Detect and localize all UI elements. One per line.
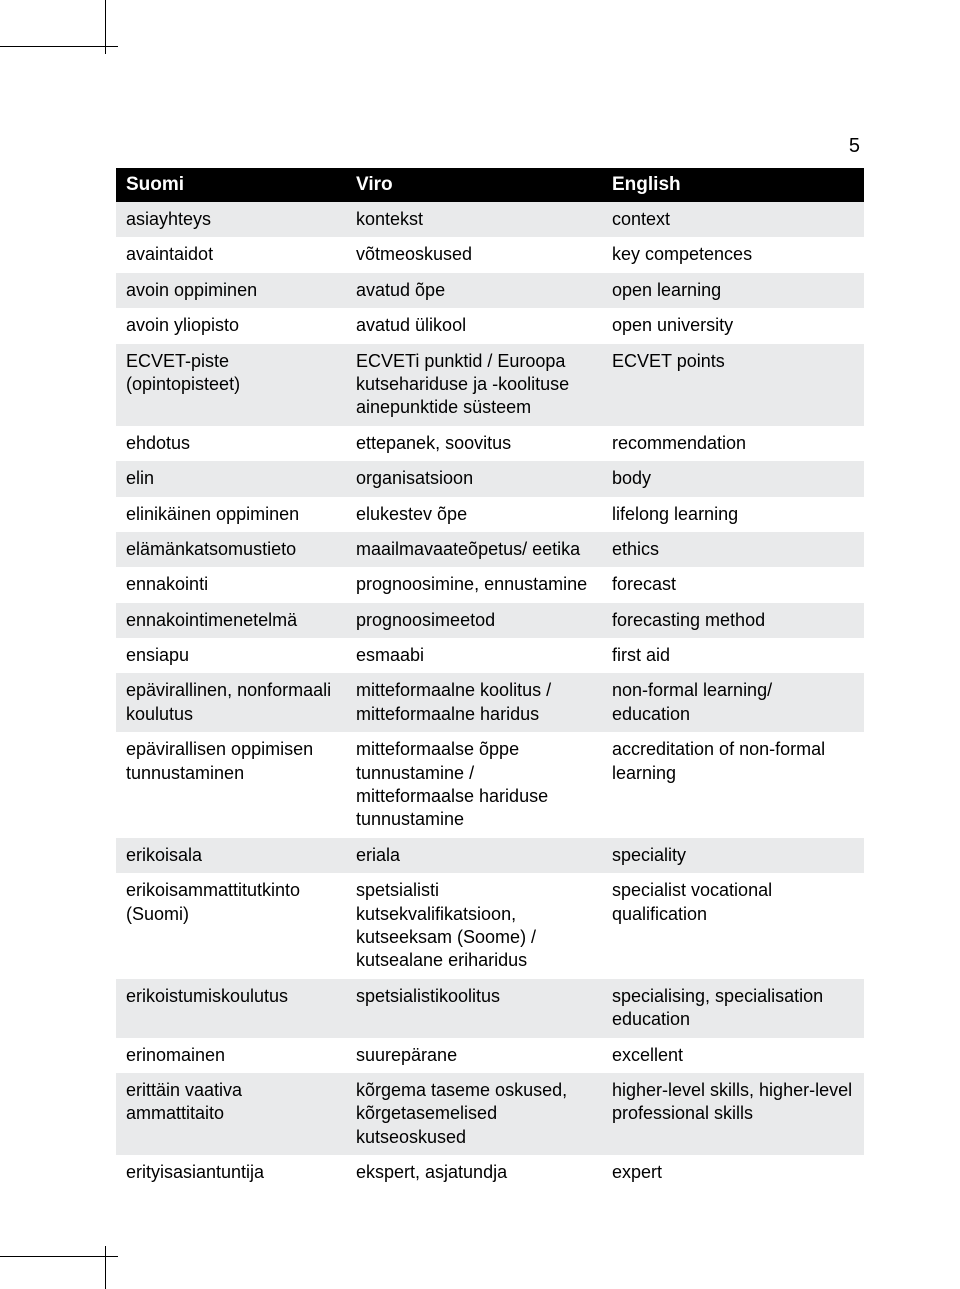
- table-cell: prognoosimeetod: [346, 603, 602, 638]
- table-cell: erinomainen: [116, 1038, 346, 1073]
- col-header-viro: Viro: [346, 168, 602, 202]
- table-cell: kontekst: [346, 202, 602, 237]
- table-cell: excellent: [602, 1038, 864, 1073]
- crop-mark-top-h: [0, 46, 118, 47]
- col-header-english: English: [602, 168, 864, 202]
- crop-mark-bottom-v: [105, 1246, 106, 1289]
- table-cell: erikoisammattitutkinto (Suomi): [116, 873, 346, 979]
- table-cell: erityisasiantuntija: [116, 1155, 346, 1190]
- table-cell: expert: [602, 1155, 864, 1190]
- table-cell: key competences: [602, 237, 864, 272]
- table-cell: avoin oppiminen: [116, 273, 346, 308]
- table-cell: forecast: [602, 567, 864, 602]
- table-cell: elämänkatsomustieto: [116, 532, 346, 567]
- glossary-table: Suomi Viro English asiayhteyskontekstcon…: [116, 168, 864, 1191]
- page-number: 5: [849, 135, 860, 158]
- table-cell: ehdotus: [116, 426, 346, 461]
- table-row: erikoisalaerialaspeciality: [116, 838, 864, 873]
- table-cell: eriala: [346, 838, 602, 873]
- table-cell: lifelong learning: [602, 497, 864, 532]
- table-cell: prognoosimine, ennustamine: [346, 567, 602, 602]
- table-row: erittäin vaativa ammattitaitokõrgema tas…: [116, 1073, 864, 1155]
- table-cell: body: [602, 461, 864, 496]
- table-row: ensiapuesmaabifirst aid: [116, 638, 864, 673]
- table-row: erityisasiantuntijaekspert, asjatundjaex…: [116, 1155, 864, 1190]
- table-cell: esmaabi: [346, 638, 602, 673]
- table-cell: first aid: [602, 638, 864, 673]
- table-cell: avoin yliopisto: [116, 308, 346, 343]
- table-row: elinikäinen oppiminenelukestev õpelifelo…: [116, 497, 864, 532]
- table-cell: avatud õpe: [346, 273, 602, 308]
- table-cell: avaintaidot: [116, 237, 346, 272]
- table-cell: epävirallisen oppimisen tunnustaminen: [116, 732, 346, 838]
- table-cell: open learning: [602, 273, 864, 308]
- table-row: avaintaidotvõtmeoskusedkey competences: [116, 237, 864, 272]
- table-cell: specialising, specialisation education: [602, 979, 864, 1038]
- table-row: elinorganisatsioonbody: [116, 461, 864, 496]
- table-cell: ethics: [602, 532, 864, 567]
- table-cell: elin: [116, 461, 346, 496]
- table-cell: elinikäinen oppiminen: [116, 497, 346, 532]
- glossary-table-wrap: Suomi Viro English asiayhteyskontekstcon…: [116, 168, 864, 1191]
- table-cell: open university: [602, 308, 864, 343]
- table-row: asiayhteyskontekstcontext: [116, 202, 864, 237]
- table-cell: erikoisala: [116, 838, 346, 873]
- table-cell: ECVET-piste (opintopisteet): [116, 344, 346, 426]
- table-cell: non-formal learning/ education: [602, 673, 864, 732]
- table-row: ennakointiprognoosimine, ennustaminefore…: [116, 567, 864, 602]
- table-cell: maailmavaateõpetus/ eetika: [346, 532, 602, 567]
- table-row: erikoisammattitutkinto (Suomi)spetsialis…: [116, 873, 864, 979]
- table-cell: asiayhteys: [116, 202, 346, 237]
- table-cell: ECVETi punktid / Euroopa kutsehariduse j…: [346, 344, 602, 426]
- table-cell: higher-level skills, higher-level profes…: [602, 1073, 864, 1155]
- table-cell: elukestev õpe: [346, 497, 602, 532]
- table-cell: võtmeoskused: [346, 237, 602, 272]
- table-cell: erittäin vaativa ammattitaito: [116, 1073, 346, 1155]
- table-row: ennakointimenetelmäprognoosimeetodforeca…: [116, 603, 864, 638]
- table-cell: mitteformaalse õppe tunnustamine / mitte…: [346, 732, 602, 838]
- table-cell: organisatsioon: [346, 461, 602, 496]
- table-header-row: Suomi Viro English: [116, 168, 864, 202]
- table-cell: spetsialistikoolitus: [346, 979, 602, 1038]
- table-cell: speciality: [602, 838, 864, 873]
- table-cell: mitteformaalne koolitus / mitteformaalne…: [346, 673, 602, 732]
- table-cell: recommendation: [602, 426, 864, 461]
- table-cell: ennakointimenetelmä: [116, 603, 346, 638]
- table-cell: kõrgema taseme oskused, kõrgetasemelised…: [346, 1073, 602, 1155]
- table-cell: context: [602, 202, 864, 237]
- table-cell: forecasting method: [602, 603, 864, 638]
- col-header-suomi: Suomi: [116, 168, 346, 202]
- table-cell: specialist vocational qualification: [602, 873, 864, 979]
- table-cell: erikoistumiskoulutus: [116, 979, 346, 1038]
- table-cell: ennakointi: [116, 567, 346, 602]
- table-row: avoin yliopistoavatud ülikoolopen univer…: [116, 308, 864, 343]
- table-row: erikoistumiskoulutusspetsialistikoolitus…: [116, 979, 864, 1038]
- table-row: erinomainensuurepäraneexcellent: [116, 1038, 864, 1073]
- page: 5 Suomi Viro English asiayhteyskontekstc…: [0, 0, 960, 1289]
- crop-mark-bottom-h: [0, 1256, 118, 1257]
- table-cell: epävirallinen, nonformaali koulutus: [116, 673, 346, 732]
- table-cell: accreditation of non-formal learning: [602, 732, 864, 838]
- table-cell: avatud ülikool: [346, 308, 602, 343]
- table-cell: suurepärane: [346, 1038, 602, 1073]
- table-cell: ekspert, asjatundja: [346, 1155, 602, 1190]
- table-row: epävirallisen oppimisen tunnustaminenmit…: [116, 732, 864, 838]
- table-row: ehdotusettepanek, soovitusrecommendation: [116, 426, 864, 461]
- table-row: avoin oppiminenavatud õpeopen learning: [116, 273, 864, 308]
- table-row: ECVET-piste (opintopisteet)ECVETi punkti…: [116, 344, 864, 426]
- table-body: asiayhteyskontekstcontextavaintaidotvõtm…: [116, 202, 864, 1191]
- crop-mark-top-v: [105, 0, 106, 54]
- table-row: elämänkatsomustietomaailmavaateõpetus/ e…: [116, 532, 864, 567]
- table-row: epävirallinen, nonformaali koulutusmitte…: [116, 673, 864, 732]
- table-cell: ettepanek, soovitus: [346, 426, 602, 461]
- table-cell: ECVET points: [602, 344, 864, 426]
- table-cell: ensiapu: [116, 638, 346, 673]
- table-cell: spetsialisti kutsekvalifikatsioon, kutse…: [346, 873, 602, 979]
